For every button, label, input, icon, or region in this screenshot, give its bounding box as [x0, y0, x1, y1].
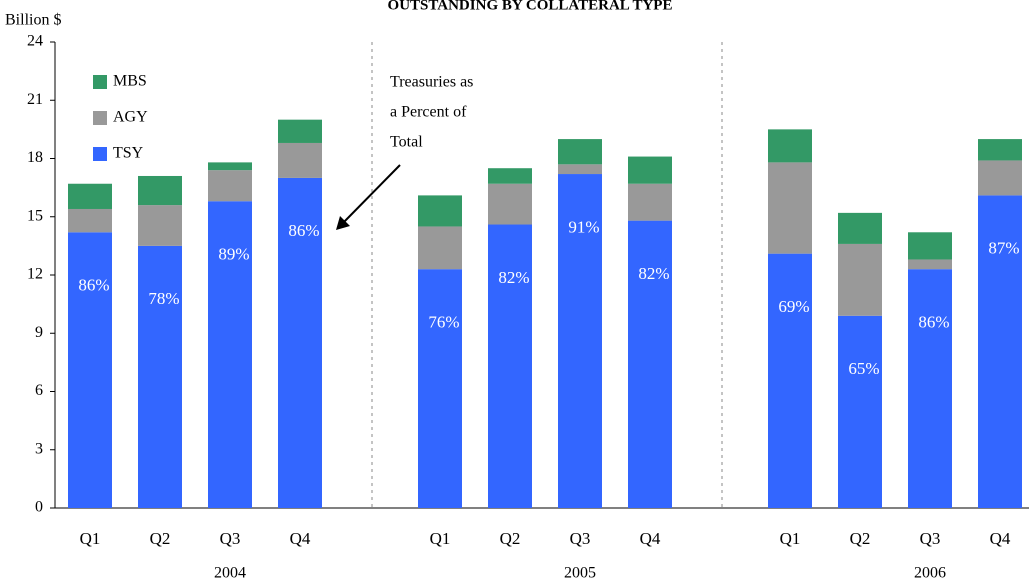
bar-segment [628, 183, 672, 221]
chart-title: OUTSTANDING BY COLLATERAL TYPE [388, 0, 673, 13]
bar-segment [68, 232, 112, 509]
bar-segment [908, 232, 952, 260]
bar-segment [138, 175, 182, 206]
bar-segment [978, 139, 1022, 161]
annotation: Total [390, 134, 423, 151]
bar-segment [278, 142, 322, 178]
x-tick-label: Q3 [570, 529, 591, 548]
share-label: 86% [288, 221, 319, 240]
bar-segment [628, 220, 672, 508]
y-tick-label: 0 [35, 499, 43, 516]
bar-segment [908, 269, 952, 508]
bar-segment [838, 212, 882, 244]
x-tick-label: Q4 [640, 529, 661, 548]
x-tick-label: Q2 [150, 529, 171, 548]
share-label: 87% [988, 239, 1019, 258]
bar-segment [488, 224, 532, 508]
bar-segment [418, 269, 462, 508]
bar-segment [908, 259, 952, 270]
annotation: Treasuries as [390, 74, 473, 91]
share-label: 86% [78, 276, 109, 295]
legend-swatch [93, 147, 107, 161]
bar-segment [978, 160, 1022, 196]
group-label: 2005 [564, 565, 596, 582]
share-label: 82% [498, 268, 529, 287]
bar-segment [768, 253, 812, 508]
bar-segment [838, 315, 882, 508]
bar-segment [558, 164, 602, 175]
x-tick-label: Q1 [80, 529, 101, 548]
x-tick-label: Q3 [220, 529, 241, 548]
bar-segment [558, 139, 602, 165]
bar-segment [978, 195, 1022, 508]
legend-label: AGY [113, 109, 148, 126]
share-label: 91% [568, 217, 599, 236]
bar-segment [768, 129, 812, 163]
bar-segment [208, 201, 252, 508]
share-label: 69% [778, 297, 809, 316]
share-label: 76% [428, 312, 459, 331]
share-label: 65% [848, 359, 879, 378]
x-tick-label: Q1 [780, 529, 801, 548]
legend-label: TSY [113, 145, 144, 162]
x-tick-label: Q4 [290, 529, 311, 548]
bar-segment [138, 205, 182, 246]
bar-segment [68, 208, 112, 233]
y-tick-label: 21 [27, 91, 43, 108]
bar-segment [208, 162, 252, 171]
legend-label: MBS [113, 73, 147, 90]
bar-segment [278, 119, 322, 143]
y-tick-label: 9 [35, 324, 43, 341]
y-tick-label: 15 [27, 207, 43, 224]
share-label: 86% [918, 312, 949, 331]
bar-segment [208, 170, 252, 202]
y-axis-label: Billion $ [5, 12, 61, 29]
x-tick-label: Q1 [430, 529, 451, 548]
x-tick-label: Q2 [850, 529, 871, 548]
annotation-arrow [341, 164, 401, 225]
annotation-arrowhead [336, 216, 350, 230]
y-tick-label: 6 [35, 382, 43, 399]
bar-segment [768, 162, 812, 254]
bar-segment [68, 183, 112, 209]
share-label: 89% [218, 244, 249, 263]
bar-segment [278, 177, 322, 508]
y-tick-label: 12 [27, 266, 43, 283]
annotation: a Percent of [390, 104, 467, 121]
group-label: 2006 [914, 565, 946, 582]
y-tick-label: 24 [27, 33, 43, 50]
bar-segment [488, 183, 532, 225]
y-tick-label: 18 [27, 149, 43, 166]
group-label: 2004 [214, 565, 246, 582]
x-tick-label: Q3 [920, 529, 941, 548]
bar-segment [558, 174, 602, 509]
share-label: 82% [638, 264, 669, 283]
bar-segment [838, 243, 882, 316]
y-tick-label: 3 [35, 440, 43, 457]
legend-swatch [93, 111, 107, 125]
x-tick-label: Q2 [500, 529, 521, 548]
bar-segment [138, 245, 182, 508]
bar-segment [488, 168, 532, 184]
bar-segment [628, 156, 672, 184]
share-label: 78% [148, 289, 179, 308]
legend-swatch [93, 75, 107, 89]
bar-segment [418, 195, 462, 227]
x-tick-label: Q4 [990, 529, 1011, 548]
bar-segment [418, 226, 462, 270]
